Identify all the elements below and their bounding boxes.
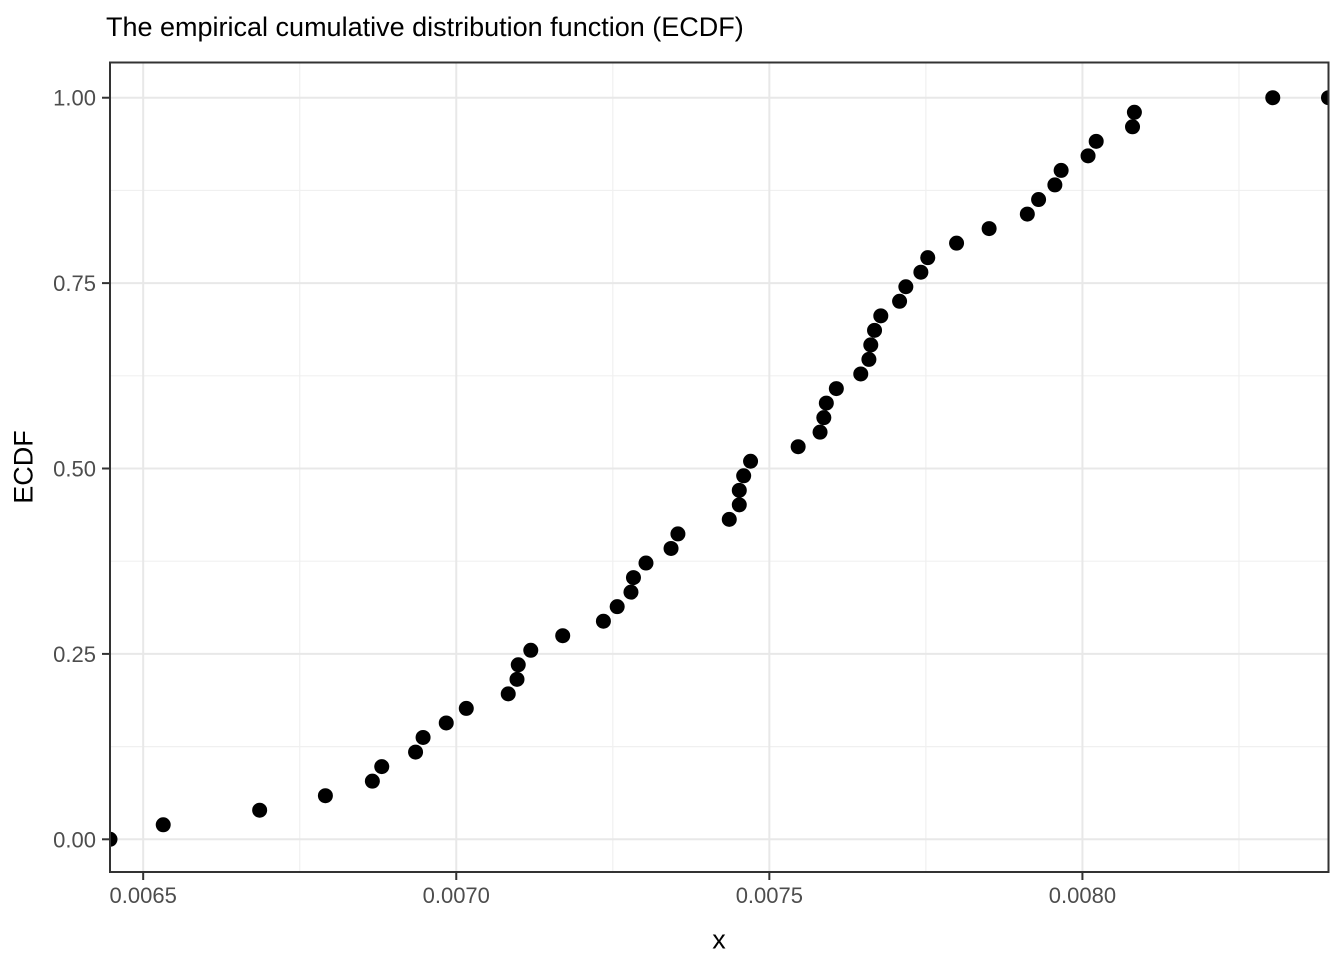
data-point (252, 802, 268, 818)
data-point (721, 511, 737, 527)
data-point (1047, 177, 1063, 193)
ecdf-point-series (110, 90, 1329, 847)
panel-background (110, 62, 1329, 872)
data-point (867, 322, 883, 338)
data-point (731, 497, 747, 513)
data-point (408, 744, 424, 760)
data-point (1126, 104, 1142, 120)
data-point (873, 308, 889, 324)
data-point (913, 264, 929, 280)
y-tick-label: 1.00 (53, 86, 96, 111)
data-point (898, 279, 914, 295)
data-point (364, 773, 380, 789)
data-point (623, 584, 639, 600)
data-point (1019, 206, 1035, 222)
data-point (1031, 192, 1047, 208)
data-point (812, 424, 828, 440)
data-point (828, 381, 844, 397)
data-point (155, 817, 171, 833)
y-tick-label: 0.00 (53, 827, 96, 852)
data-point (920, 250, 936, 266)
x-tick-label: 0.0065 (110, 883, 177, 908)
x-tick-label: 0.0075 (736, 883, 803, 908)
x-tick-label: 0.0070 (423, 883, 490, 908)
data-point (818, 395, 834, 411)
data-point (743, 453, 759, 469)
data-point (981, 221, 997, 237)
data-point (510, 657, 526, 673)
data-point (670, 526, 686, 542)
data-point (595, 613, 611, 629)
data-point (509, 671, 525, 687)
data-point (816, 410, 832, 426)
data-point (1321, 90, 1329, 106)
data-point (861, 351, 877, 367)
data-point (438, 715, 454, 731)
data-point (790, 439, 806, 455)
data-point (625, 570, 641, 586)
data-point (1265, 90, 1281, 106)
data-point (1088, 133, 1104, 149)
x-tick-label: 0.0080 (1049, 883, 1116, 908)
y-tick-label: 0.50 (53, 457, 96, 482)
data-point (863, 337, 879, 353)
data-point (1053, 162, 1069, 178)
data-point (374, 759, 390, 775)
y-tick-label: 0.75 (53, 271, 96, 296)
y-tick-label: 0.25 (53, 642, 96, 667)
data-point (638, 555, 654, 571)
data-point (415, 729, 431, 745)
data-point (555, 628, 571, 644)
data-point (1125, 119, 1141, 135)
data-point (458, 700, 474, 716)
data-point (500, 686, 516, 702)
data-point (1080, 148, 1096, 164)
chart-title: The empirical cumulative distribution fu… (106, 12, 744, 42)
data-point (317, 788, 333, 804)
data-point (853, 366, 869, 382)
data-point (663, 540, 679, 556)
panel-border (109, 61, 1330, 873)
x-axis-title: x (712, 924, 726, 955)
data-point (892, 293, 908, 309)
data-point (731, 482, 747, 498)
data-point (609, 599, 625, 615)
data-point (110, 831, 118, 847)
data-point (523, 642, 539, 658)
data-point (949, 235, 965, 251)
data-point (736, 468, 752, 484)
